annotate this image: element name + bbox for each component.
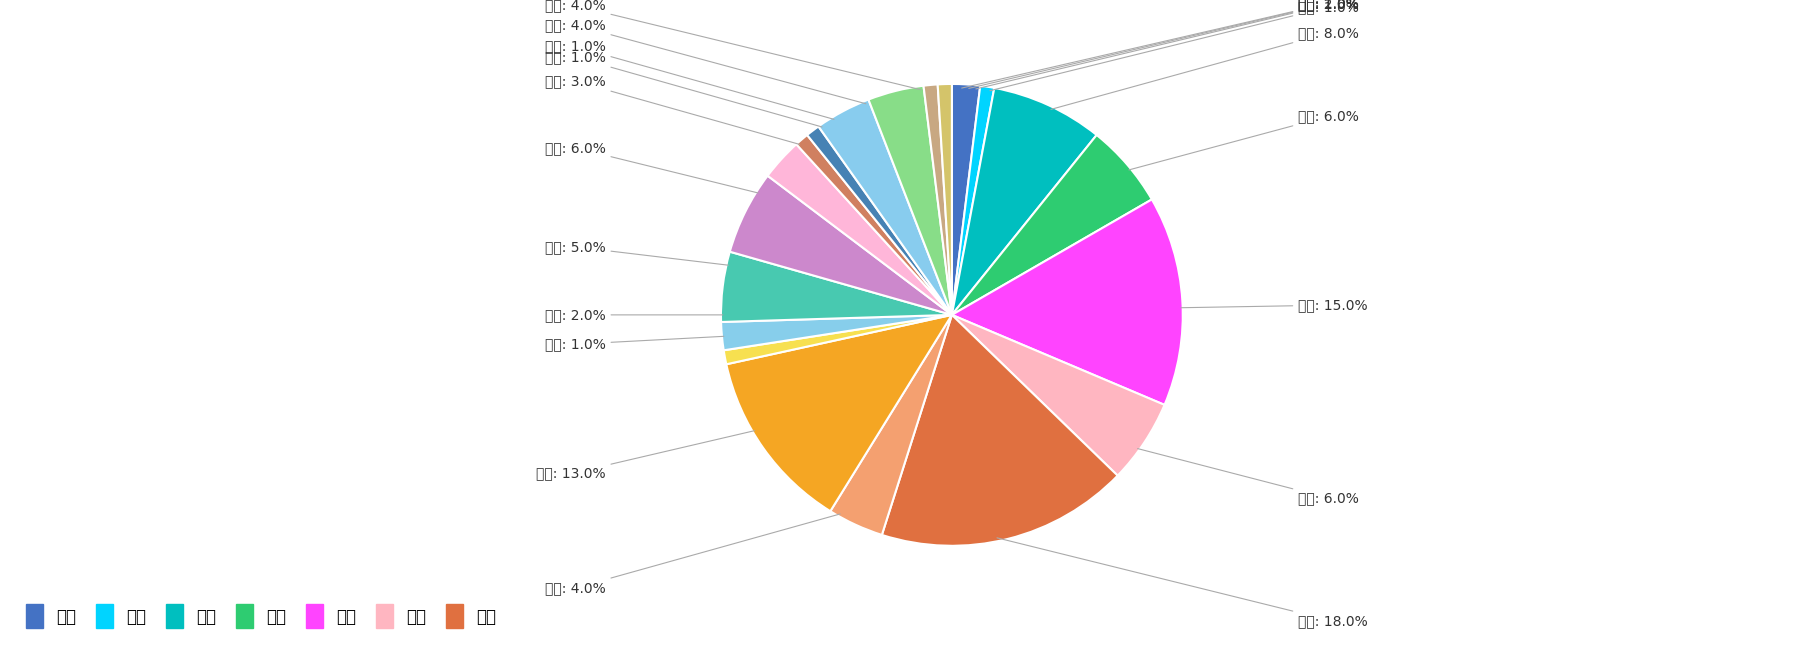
Wedge shape [952,135,1151,315]
Wedge shape [952,86,995,315]
Text: 江苏: 15.0%: 江苏: 15.0% [1180,298,1369,312]
Text: 湖北: 2.0%: 湖北: 2.0% [968,0,1360,89]
Wedge shape [726,315,952,511]
Wedge shape [952,315,1164,476]
Text: 宁夏: 1.0%: 宁夏: 1.0% [544,39,833,119]
Wedge shape [952,199,1184,405]
Text: 河南: 5.0%: 河南: 5.0% [544,240,729,265]
Text: 浙江: 6.0%: 浙江: 6.0% [1137,449,1360,505]
Wedge shape [806,127,952,315]
Text: 广东: 13.0%: 广东: 13.0% [535,431,754,481]
Wedge shape [720,252,952,322]
Text: 陕西: 4.0%: 陕西: 4.0% [544,18,866,104]
Text: 辽宁: 1.0%: 辽宁: 1.0% [544,50,823,127]
Text: 云南: 1.0%: 云南: 1.0% [961,0,1360,88]
Wedge shape [938,84,952,315]
Wedge shape [767,144,952,315]
Wedge shape [952,88,1097,315]
Text: 山西: 3.0%: 山西: 3.0% [544,74,799,144]
Text: 山东: 6.0%: 山东: 6.0% [1130,109,1360,170]
Wedge shape [724,315,952,364]
Wedge shape [882,315,1117,546]
Wedge shape [923,85,952,315]
Text: 福建: 4.0%: 福建: 4.0% [544,514,841,595]
Wedge shape [830,315,952,535]
Legend: 湖北, 北京, 天津, 山东, 江苏, 浙江, 上海: 湖北, 北京, 天津, 山东, 江苏, 浙江, 上海 [27,604,496,628]
Text: 天津: 8.0%: 天津: 8.0% [1051,26,1360,110]
Text: 青海: 1.0%: 青海: 1.0% [975,0,1360,89]
Text: 四川: 4.0%: 四川: 4.0% [544,0,921,90]
Text: 河北: 6.0%: 河北: 6.0% [544,141,758,193]
Wedge shape [819,100,952,315]
Wedge shape [720,315,952,350]
Text: 上海: 18.0%: 上海: 18.0% [997,538,1369,628]
Text: 北京: 1.0%: 北京: 1.0% [990,0,1360,91]
Wedge shape [869,86,952,315]
Text: 广西: 1.0%: 广西: 1.0% [544,337,724,351]
Wedge shape [952,84,981,315]
Wedge shape [729,176,952,315]
Wedge shape [796,135,952,315]
Text: 江西: 2.0%: 江西: 2.0% [544,308,722,322]
